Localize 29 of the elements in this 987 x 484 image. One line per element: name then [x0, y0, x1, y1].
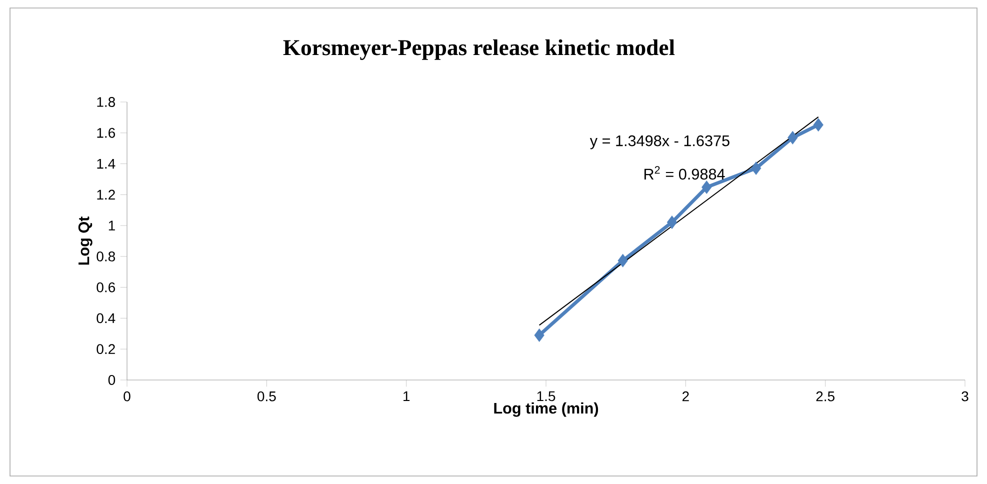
- chart-title: Korsmeyer-Peppas release kinetic model: [283, 39, 675, 60]
- point: [750, 162, 762, 175]
- x-axis-title: Log time (min): [494, 402, 598, 417]
- x-tick-label: 0.5: [257, 391, 276, 402]
- y-tick-label: 1.2: [97, 190, 115, 200]
- x-tick-label: 0: [124, 391, 130, 402]
- y-axis-title: Log Qt: [78, 216, 92, 265]
- x-tick-label: 1: [404, 391, 410, 401]
- x-tick-label: 2.5: [816, 391, 834, 402]
- x-tick-label: 2: [682, 391, 689, 402]
- point: [666, 216, 678, 230]
- y-tick-label: 0.4: [96, 313, 116, 324]
- annotation: y = 1.3498x - 1.6375: [590, 135, 730, 150]
- y-tick-label: 0.6: [96, 282, 116, 292]
- y-tick-label: 1: [108, 220, 115, 230]
- y-tick-label: 1.4: [97, 158, 116, 169]
- y-tick-label: 0.8: [96, 251, 116, 262]
- point: [534, 328, 544, 342]
- y-tick-label: 1.6: [97, 128, 116, 138]
- point: [813, 118, 824, 132]
- annotation: R$^{2}$ = 0.9884: [644, 166, 725, 180]
- point: [788, 130, 798, 144]
- y-tick-label: 0.2: [96, 344, 115, 354]
- y-tick-label: 1.8: [97, 97, 116, 107]
- y-tick-label: 0: [108, 375, 116, 385]
- point: [702, 180, 712, 194]
- point: [618, 254, 628, 268]
- x-tick-label: 3: [962, 391, 968, 402]
- x-tick-label: 1.5: [537, 391, 556, 402]
